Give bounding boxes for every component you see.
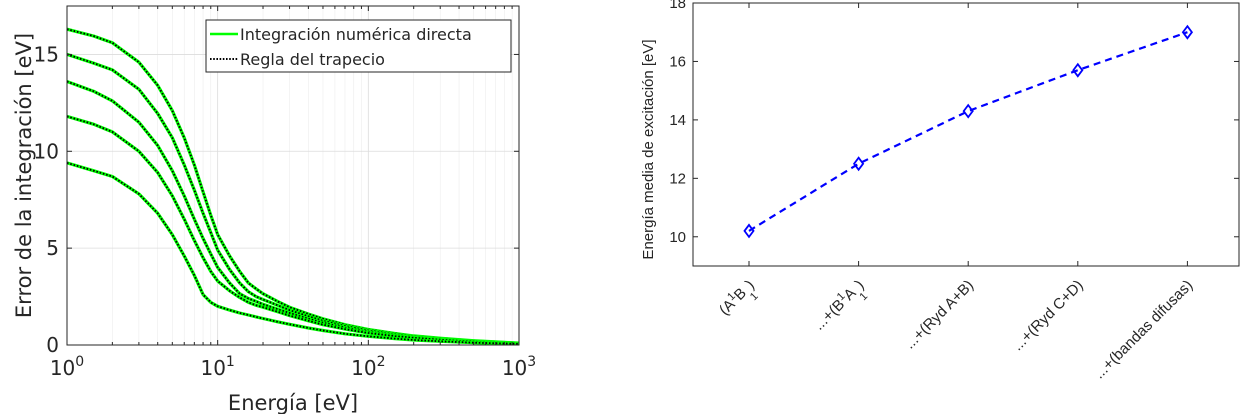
x-tick-label: 101	[200, 354, 234, 380]
x-tick-exponent: 1	[226, 354, 235, 370]
series-line-trapezoid	[66, 115, 520, 345]
data-point-marker	[852, 156, 865, 172]
x-category-label: ...+(Ryd C+D)	[1009, 277, 1086, 354]
data-point-marker	[1181, 24, 1194, 40]
x-tick-base: 10	[200, 356, 225, 380]
x-category-label: ...+(bandas difusas)	[1091, 277, 1196, 382]
x-tick-label: 102	[351, 354, 385, 380]
x-category-label: (A1B1)	[715, 275, 765, 325]
plot-area	[693, 3, 1239, 266]
legend-label-trapezoid: Regla del trapecio	[240, 50, 385, 69]
series-line-trapezoid	[66, 28, 520, 344]
legend-label-direct: Integración numérica directa	[240, 25, 472, 44]
x-category-label: ...+(B1A1)	[809, 275, 874, 340]
x-category-label-part: ...+(bandas difusas)	[1091, 277, 1196, 382]
x-category-label-part: )	[852, 277, 868, 293]
y-tick-label: 10	[34, 139, 59, 163]
x-tick-base: 10	[502, 356, 527, 380]
x-tick-exponent: 2	[377, 354, 386, 370]
y-axis-label: Energía media de excitación [eV]	[640, 39, 657, 259]
y-tick-label: 10	[669, 229, 686, 246]
series-line	[748, 31, 1188, 232]
x-category-label-part: ...+(Ryd C+D)	[1009, 277, 1086, 354]
x-category-label: ...+(Ryd A+B)	[901, 277, 977, 353]
axes-box	[692, 2, 1240, 267]
y-tick-label: 0	[46, 333, 59, 357]
ticks	[67, 6, 519, 346]
x-category-label-part: )	[742, 277, 758, 293]
y-axis-label: Error de la integración [eV]	[12, 33, 36, 318]
x-tick-exponent: 0	[75, 354, 84, 370]
x-tick-label: 100	[50, 354, 84, 380]
x-tick-exponent: 3	[527, 354, 536, 370]
x-axis-label: Energía [eV]	[228, 391, 358, 414]
y-tick-label: 18	[669, 0, 686, 12]
legend-box	[205, 19, 512, 73]
y-tick-label: 14	[669, 112, 686, 129]
y-tick-label: 12	[669, 170, 686, 187]
x-tick-base: 10	[351, 356, 376, 380]
legend: Integración numérica directa Regla del tr…	[205, 19, 512, 73]
data-point-marker	[743, 223, 755, 239]
right-chart: 10 12 14 16 18 (A1B1) ...+(B1A1) ...+(Ryd A+B).…	[640, 0, 1240, 382]
data-point-marker	[962, 103, 974, 119]
x-category-label-part: ...+(Ryd A+B)	[901, 277, 977, 353]
axes-box	[66, 5, 520, 346]
series-line-trapezoid	[66, 53, 520, 345]
series-line-trapezoid	[66, 162, 520, 345]
y-tick-label: 5	[46, 236, 59, 260]
y-tick-label: 16	[669, 53, 686, 70]
x-tick-base: 10	[50, 356, 75, 380]
y-tick-label: 15	[34, 42, 59, 66]
data-point-marker	[1072, 62, 1084, 78]
x-tick-label: 103	[502, 354, 536, 380]
